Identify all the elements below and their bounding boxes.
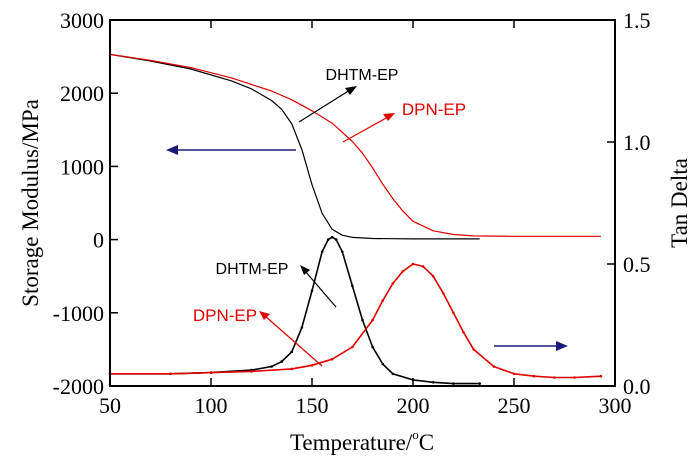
y-right-tick-label: 1.0 — [623, 130, 651, 155]
axis-arrows — [166, 145, 568, 351]
series-point — [270, 365, 273, 368]
series-point — [169, 372, 172, 376]
x-tick-label: 250 — [498, 393, 531, 418]
series-point — [421, 265, 425, 268]
series-point — [391, 372, 395, 376]
series-point — [290, 350, 294, 354]
series-line-dpn-ep-tan-delta — [110, 263, 601, 379]
series-point — [209, 371, 213, 374]
annotation-arrow-dhtm-ep-tan — [304, 270, 337, 308]
plot-frame — [109, 19, 616, 387]
series-point — [492, 365, 496, 368]
series-point — [330, 235, 334, 239]
x-tick-label: 200 — [397, 393, 430, 418]
annotation-arrow-dhtm-ep-modulus — [298, 89, 351, 123]
series-point — [381, 299, 385, 302]
y-left-tick-label: 1000 — [60, 154, 104, 179]
x-axis-title-unit: C — [419, 430, 434, 455]
annotation-arrowhead-dpn-ep-tan — [259, 311, 270, 320]
x-tick-label: 100 — [195, 393, 228, 418]
series-point — [310, 289, 314, 293]
y-right-axis-title: Tan Delta — [667, 158, 692, 248]
y-left-tick-label: 0 — [93, 228, 104, 253]
annotation-arrowhead-dhtm-ep-modulus — [345, 86, 357, 95]
x-tick-label: 150 — [296, 393, 329, 418]
series-point — [512, 372, 516, 376]
series-point — [250, 370, 253, 373]
series-point — [341, 250, 344, 254]
series-point — [599, 374, 603, 378]
series-point — [462, 331, 465, 334]
series-point — [310, 364, 314, 367]
y-right-tick-label: 0.0 — [623, 374, 651, 399]
y-left-tick-label: -1000 — [53, 301, 104, 326]
annotation-arrow-dpn-ep-modulus — [342, 116, 389, 143]
series-point — [371, 345, 374, 349]
y-left-tick-label: 3000 — [60, 8, 104, 33]
series-point — [431, 274, 435, 278]
series-line-dhtm-ep-tan-delta — [110, 236, 480, 385]
series-point — [371, 318, 374, 322]
annotation-dhtm-ep-modulus: DHTM-EP — [326, 67, 399, 84]
y-right-tick-label: 0.5 — [623, 252, 651, 277]
curves-layer — [108, 53, 603, 385]
series-point — [532, 374, 536, 378]
series-line-dpn-ep-storage-modulus — [109, 53, 601, 237]
series-point — [334, 238, 338, 241]
series-point — [320, 250, 324, 254]
series-point — [290, 367, 294, 371]
series-point — [381, 362, 385, 366]
annotation-dhtm-ep-tan: DHTM-EP — [216, 261, 289, 278]
y-left-axis-title: Storage Modulus/MPa — [18, 99, 43, 307]
series-point — [280, 360, 284, 363]
y-left-tick-label: -2000 — [53, 374, 104, 399]
ticks-layer: 50 100 150 200 250 300 -2000 -1000 0 1000 2000 3000… — [53, 8, 651, 418]
series-point — [326, 238, 330, 241]
left-axis-arrowhead — [166, 145, 178, 155]
x-axis-title-degree: o — [412, 427, 419, 442]
x-axis-title: Temperature/oC — [290, 427, 434, 455]
series-point — [478, 382, 482, 385]
series-point — [431, 381, 435, 384]
series-point — [442, 292, 445, 295]
series-point — [452, 311, 455, 315]
x-tick-label: 300 — [599, 393, 632, 418]
series-point — [472, 348, 475, 351]
x-axis-title-main: Temperature/ — [290, 430, 413, 455]
series-point — [351, 284, 354, 288]
series-point — [401, 270, 405, 273]
series-point — [553, 376, 556, 379]
y-right-tick-label: 1.5 — [623, 8, 651, 33]
series-line-dhtm-ep-storage-modulus — [109, 53, 480, 240]
annotation-dpn-ep-tan: DPN-EP — [193, 306, 257, 325]
annotation-arrowhead-dpn-ep-modulus — [383, 113, 395, 121]
x-tick-label: 50 — [99, 393, 121, 418]
right-axis-arrowhead — [556, 341, 568, 351]
annotation-arrowhead-dhtm-ep-tan — [300, 265, 310, 275]
annotation-dpn-ep-modulus: DPN-EP — [402, 100, 466, 119]
series-point — [330, 357, 334, 361]
series-point — [573, 376, 576, 379]
series-point — [411, 262, 415, 266]
series-point — [300, 326, 304, 329]
series-point — [351, 345, 354, 349]
series-point — [452, 382, 455, 385]
annotation-arrow-dpn-ep-tan — [264, 315, 323, 367]
series-point — [391, 282, 395, 285]
series-point — [361, 318, 364, 322]
annotations-layer: DHTM-EP DPN-EP DHTM-EP DPN-EP — [193, 67, 466, 367]
y-left-tick-label: 2000 — [60, 81, 104, 106]
